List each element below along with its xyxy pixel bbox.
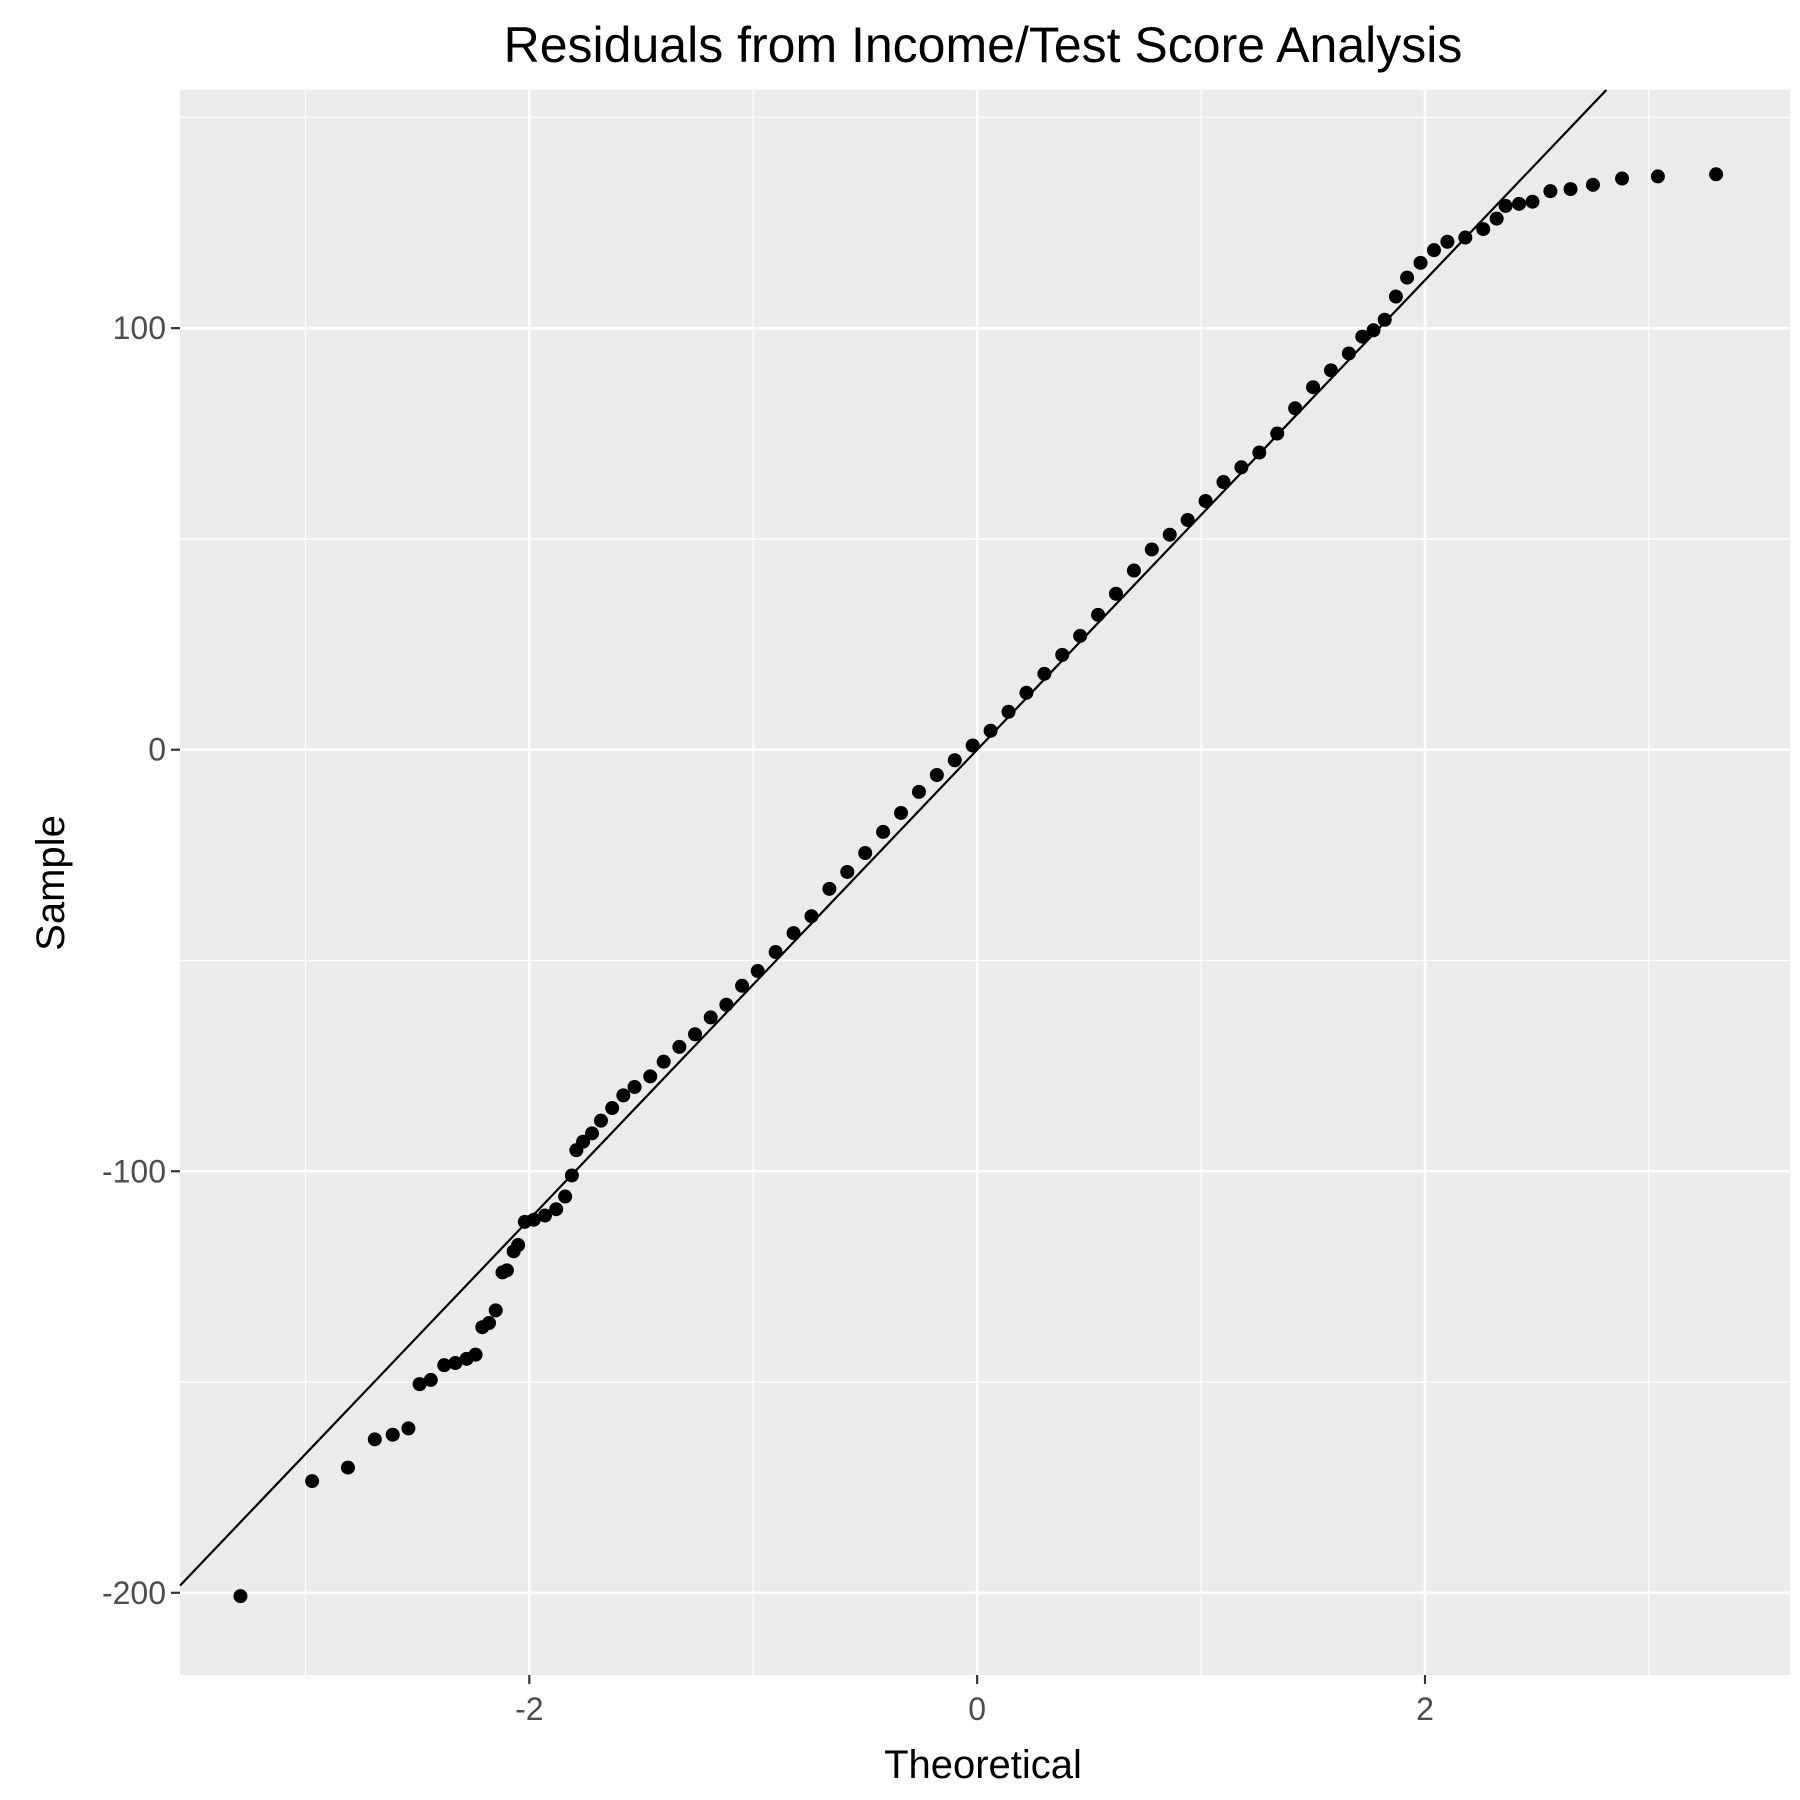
sample-point: [1216, 475, 1231, 490]
sample-point: [1180, 512, 1195, 527]
x-tick-label: 2: [1416, 1691, 1434, 1727]
sample-point: [719, 997, 734, 1012]
sample-point: [1366, 323, 1381, 338]
sample-point: [1426, 243, 1441, 258]
x-tick-label: 0: [968, 1691, 986, 1727]
sample-point: [1440, 234, 1455, 249]
sample-point: [1091, 607, 1106, 622]
sample-point: [876, 824, 891, 839]
sample-point: [1388, 289, 1403, 304]
sample-point: [804, 909, 819, 924]
sample-point: [983, 723, 998, 738]
sample-point: [511, 1238, 526, 1253]
sample-point: [1615, 171, 1630, 186]
sample-point: [1108, 586, 1123, 601]
sample-point: [340, 1460, 355, 1475]
sample-point: [768, 945, 783, 960]
sample-point: [1498, 198, 1513, 213]
sample-point: [526, 1212, 541, 1227]
sample-point: [822, 881, 837, 896]
sample-point: [1543, 184, 1558, 199]
chart-title: Residuals from Income/Test Score Analysi…: [504, 17, 1463, 73]
sample-point: [1400, 270, 1415, 285]
grid-lines: [180, 90, 1790, 1675]
sample-point: [929, 768, 944, 783]
sample-point: [576, 1134, 591, 1149]
sample-point: [643, 1069, 658, 1084]
x-tick-label: -2: [515, 1691, 543, 1727]
sample-point: [1001, 704, 1016, 719]
sample-point: [735, 978, 750, 993]
sample-point: [1037, 666, 1052, 681]
sample-point: [672, 1039, 687, 1054]
sample-point: [1162, 527, 1177, 542]
sample-point: [1377, 312, 1392, 327]
sample-point: [233, 1589, 248, 1604]
sample-point: [367, 1432, 382, 1447]
reference-line-group: [179, 89, 1608, 1587]
sample-point: [605, 1101, 620, 1116]
sample-point: [558, 1189, 573, 1204]
y-tick-label: 100: [113, 310, 166, 346]
sample-point: [1476, 222, 1491, 237]
sample-point: [1019, 685, 1034, 700]
sample-point: [1288, 401, 1303, 416]
sample-point: [1144, 542, 1159, 557]
sample-point: [482, 1316, 497, 1331]
sample-point: [423, 1372, 438, 1387]
sample-point: [840, 864, 855, 879]
sample-point: [786, 926, 801, 941]
sample-point: [549, 1202, 564, 1217]
sample-point: [1234, 460, 1249, 475]
sample-point: [911, 784, 926, 799]
sample-point: [1198, 494, 1213, 509]
sample-point: [616, 1088, 631, 1103]
sample-point: [401, 1421, 416, 1436]
sample-point: [437, 1358, 452, 1373]
sample-point: [1355, 329, 1370, 344]
sample-point: [1512, 196, 1527, 211]
sample-point: [656, 1054, 671, 1069]
sample-point: [947, 753, 962, 768]
sample-point: [965, 738, 980, 753]
plot-panel: [180, 90, 1790, 1675]
sample-point: [1525, 194, 1540, 209]
sample-point: [1709, 167, 1724, 182]
sample-point: [750, 964, 765, 979]
sample-point: [627, 1079, 642, 1094]
sample-point: [385, 1427, 400, 1442]
sample-point: [1650, 169, 1665, 184]
y-tick-label: -200: [102, 1575, 166, 1611]
sample-point: [585, 1126, 600, 1141]
reference-line: [179, 89, 1608, 1587]
sample-point: [688, 1027, 703, 1042]
sample-point: [1413, 255, 1428, 270]
y-axis-title: Sample: [29, 815, 73, 951]
sample-point: [858, 845, 873, 860]
sample-point: [412, 1377, 427, 1392]
sample-point: [1563, 182, 1578, 197]
sample-point: [593, 1113, 608, 1128]
sample-point: [1323, 363, 1338, 378]
sample-point: [1585, 177, 1600, 192]
sample-point: [1306, 380, 1321, 395]
sample-point: [537, 1208, 552, 1223]
axes: -2 0 2 -200 -100 0 100: [102, 310, 1434, 1727]
y-tick-label: -100: [102, 1153, 166, 1189]
x-axis-title: Theoretical: [884, 1743, 1082, 1787]
sample-point: [468, 1347, 483, 1362]
sample-point: [305, 1474, 320, 1489]
sample-point: [1126, 563, 1141, 578]
sample-point: [448, 1356, 463, 1371]
sample-point: [499, 1263, 514, 1278]
sample-point: [1489, 211, 1504, 226]
y-tick-label: 0: [148, 732, 166, 768]
sample-point: [488, 1303, 503, 1318]
sample-point: [703, 1010, 718, 1025]
sample-point: [894, 805, 909, 820]
